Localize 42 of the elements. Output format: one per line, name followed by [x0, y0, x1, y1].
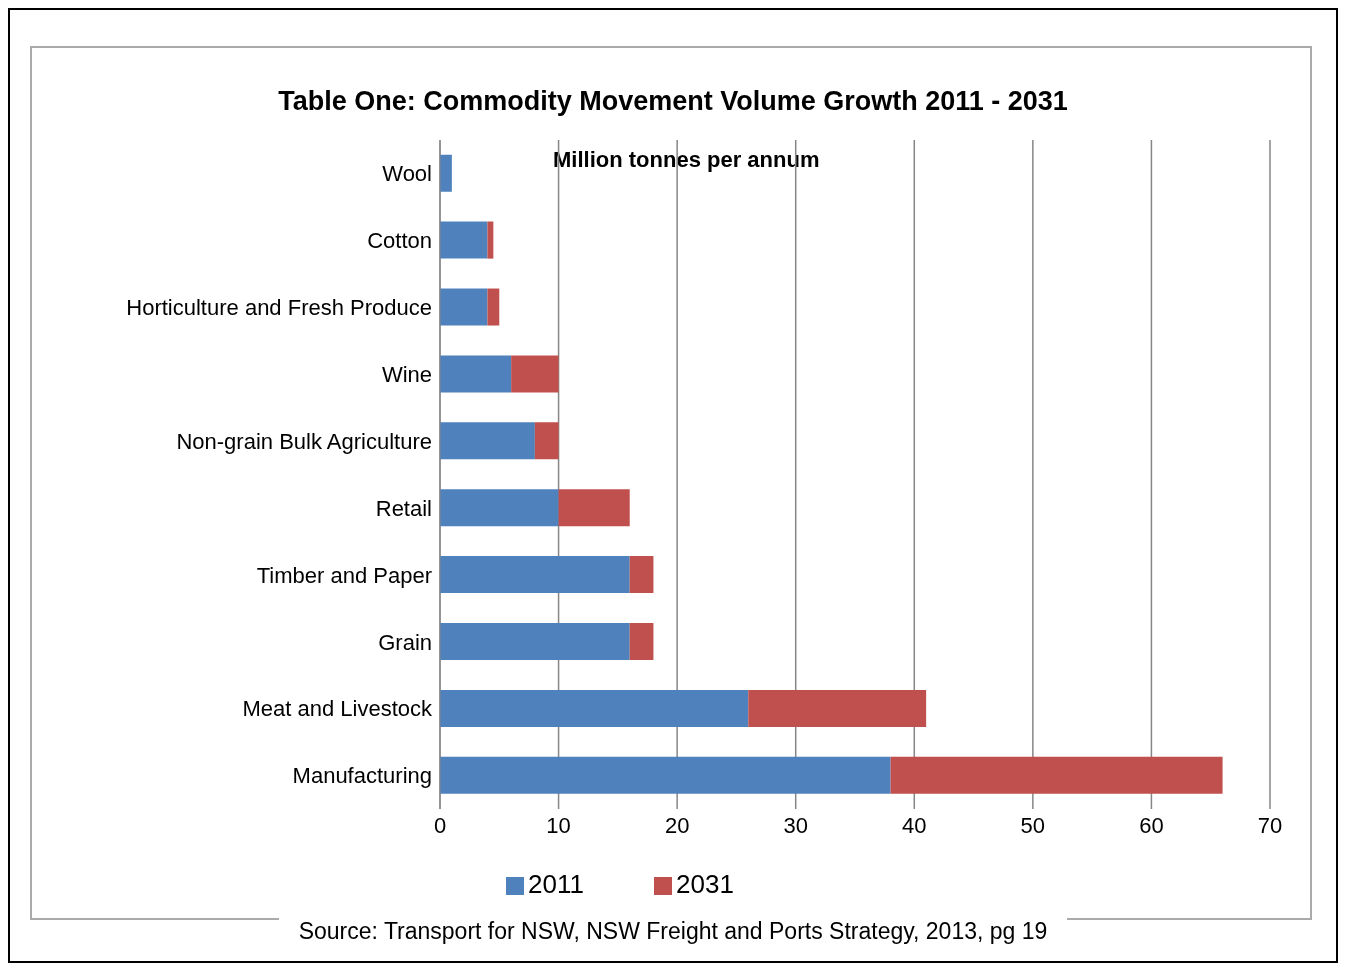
- bar: [440, 689, 749, 727]
- y-tick-label: Wool: [382, 161, 432, 187]
- x-tick-label: 70: [1257, 812, 1283, 838]
- bar: [440, 288, 488, 326]
- y-tick-label: Retail: [375, 495, 432, 521]
- bar: [629, 623, 654, 661]
- bar: [748, 689, 927, 727]
- x-tick-label: 30: [783, 812, 808, 838]
- y-tick-label: Meat and Livestock: [242, 696, 433, 722]
- x-tick-label: 10: [546, 812, 571, 838]
- bar: [558, 489, 630, 527]
- y-tick-label: Manufacturing: [292, 763, 432, 789]
- bar: [440, 756, 891, 794]
- bar: [534, 422, 559, 460]
- bar: [440, 221, 488, 259]
- y-tick-label: Non-grain Bulk Agriculture: [176, 428, 432, 454]
- bar: [487, 221, 494, 259]
- bar: [511, 355, 559, 393]
- y-tick-label: Grain: [378, 629, 432, 655]
- chart-subtitle: Million tonnes per annum: [553, 147, 820, 173]
- x-tick-label: 0: [433, 812, 447, 838]
- y-tick-label: Horticulture and Fresh Produce: [126, 295, 432, 321]
- source-note: Source: Transport for NSW, NSW Freight and Ports Strategy, 2013, pg 19: [278, 918, 1068, 944]
- bar: [440, 355, 512, 393]
- chart-title: Table One: Commodity Movement Volume Growth 2011 - 2031: [277, 86, 1069, 117]
- x-tick-label: 60: [1139, 812, 1164, 838]
- bar: [440, 556, 630, 594]
- bar: [440, 489, 559, 527]
- bar: [890, 756, 1223, 794]
- y-tick-label: Timber and Paper: [256, 562, 432, 588]
- x-tick-label: 50: [1020, 812, 1046, 838]
- bar: [440, 422, 535, 460]
- y-tick-label: Cotton: [367, 228, 432, 254]
- x-tick-label: 40: [902, 812, 927, 838]
- bar: [487, 288, 500, 326]
- legend-label: 2031: [676, 869, 734, 899]
- x-tick-label: 20: [664, 812, 690, 838]
- y-tick-label: Wine: [381, 361, 432, 387]
- bar: [440, 154, 452, 192]
- legend-label: 2011: [528, 869, 585, 899]
- bar: [440, 623, 630, 661]
- bar: [629, 556, 654, 594]
